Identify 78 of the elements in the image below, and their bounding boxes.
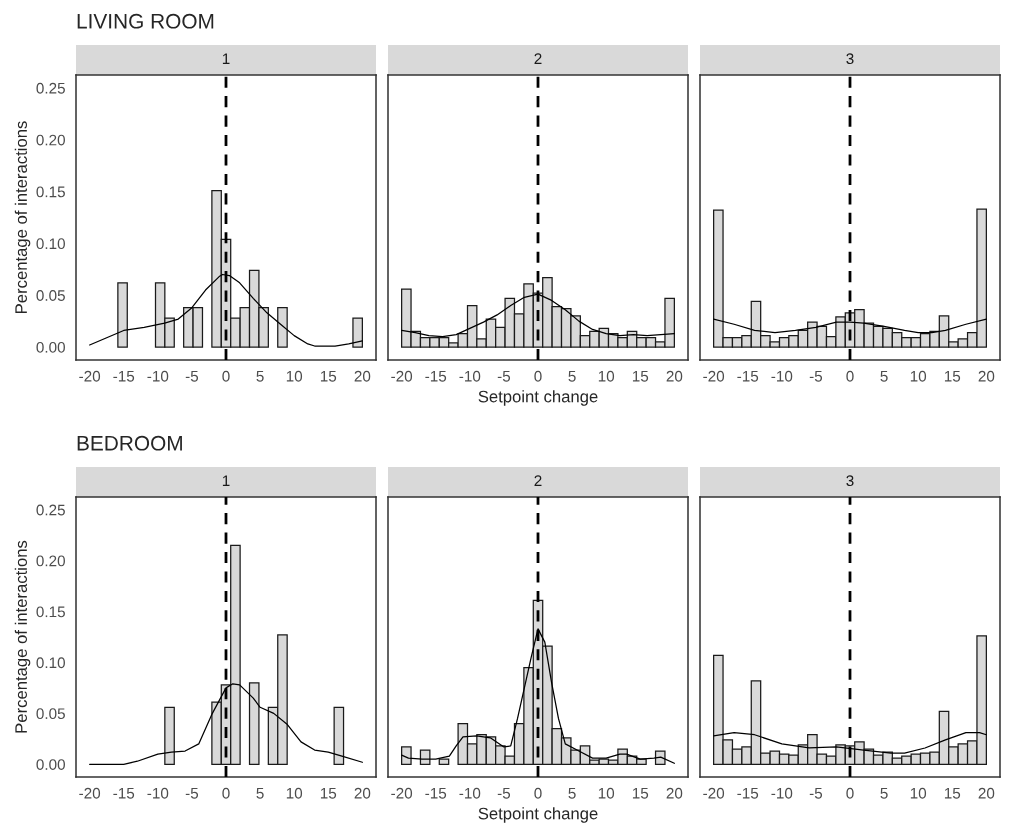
chart-subtitle: 1 [222, 53, 230, 64]
x-tick-label: -20 [79, 370, 101, 382]
x-tick-label: 15 [320, 370, 337, 382]
x-tick-label: 5 [256, 787, 264, 799]
x-tick-label: -10 [771, 370, 793, 382]
x-axis-title: Setpoint change [478, 807, 598, 823]
x-tick-label: -15 [425, 370, 447, 382]
y-tick-label: 0.15 [36, 186, 65, 198]
x-tick-label: -15 [113, 370, 135, 382]
y-tick-label: 0.05 [36, 708, 65, 720]
x-tick-label: -10 [771, 787, 793, 799]
y-tick-label: 0.05 [36, 290, 65, 301]
chart-subtitle: 1 [222, 475, 230, 486]
chart-subtitle: 2 [534, 475, 542, 486]
y-tick-label: 0.20 [36, 134, 65, 146]
x-tick-label: 10 [910, 370, 927, 382]
x-tick-label: 10 [598, 370, 615, 382]
x-tick-label: 0 [846, 787, 854, 799]
y-axis-title: Percentage of interactions [14, 121, 31, 313]
x-tick-label: 0 [846, 370, 854, 382]
x-tick-label: -20 [703, 370, 725, 382]
y-tick-label: 0.20 [36, 555, 65, 567]
x-tick-label: -10 [147, 370, 169, 382]
x-tick-label: 15 [320, 787, 337, 799]
x-tick-label: 0 [222, 370, 230, 382]
y-axis-title: Percentage of interactions [14, 540, 31, 733]
x-tick-label: -15 [737, 370, 759, 382]
x-tick-label: 5 [880, 370, 888, 382]
x-tick-label: 20 [978, 787, 995, 799]
x-tick-label: -5 [185, 787, 199, 799]
x-tick-label: -5 [497, 787, 511, 799]
x-tick-label: 0 [534, 787, 542, 799]
x-tick-label: -20 [391, 787, 413, 799]
x-tick-label: 5 [568, 370, 576, 382]
x-tick-label: 20 [354, 370, 371, 382]
x-tick-label: -10 [147, 787, 169, 799]
x-tick-label: -5 [809, 370, 823, 382]
y-tick-label: 0.10 [36, 657, 65, 669]
x-tick-label: 5 [568, 787, 576, 799]
y-tick-label: 0.15 [36, 606, 65, 618]
x-tick-label: 15 [944, 370, 961, 382]
x-tick-label: 0 [222, 787, 230, 799]
x-tick-label: 20 [666, 370, 683, 382]
x-axis-title: Setpoint change [478, 390, 598, 406]
x-tick-label: 0 [534, 370, 542, 382]
y-tick-label: 0.00 [36, 341, 65, 353]
y-tick-label: 0.00 [36, 759, 65, 770]
x-tick-label: 20 [978, 370, 995, 382]
x-tick-label: 15 [632, 787, 649, 799]
x-tick-label: 20 [666, 787, 683, 799]
x-tick-label: -20 [391, 370, 413, 382]
y-tick-label: 0.25 [36, 504, 65, 516]
x-tick-label: -10 [459, 787, 481, 799]
x-tick-label: -15 [737, 787, 759, 799]
x-tick-label: 10 [598, 787, 615, 799]
x-tick-label: 10 [910, 787, 927, 799]
chart-subtitle: 3 [846, 475, 854, 487]
x-tick-label: 15 [944, 787, 961, 799]
x-tick-label: -5 [809, 787, 823, 799]
x-tick-label: 5 [256, 370, 264, 382]
x-tick-label: -20 [703, 787, 725, 799]
chart-title: LIVING ROOM [77, 13, 214, 29]
x-tick-label: -15 [113, 787, 135, 799]
x-tick-label: 20 [354, 787, 371, 799]
x-tick-label: 10 [286, 787, 303, 799]
x-tick-label: -10 [459, 370, 481, 382]
y-tick-label: 0.25 [36, 82, 65, 94]
y-tick-label: 0.10 [36, 238, 65, 250]
x-tick-label: -5 [185, 370, 199, 382]
chart-subtitle: 2 [534, 53, 542, 64]
x-tick-label: 5 [880, 787, 888, 799]
x-tick-label: 15 [632, 370, 649, 382]
chart-title: BEDROOM [77, 435, 182, 451]
x-tick-label: -15 [425, 787, 447, 799]
x-tick-label: -5 [497, 370, 511, 382]
chart-subtitle: 3 [846, 53, 854, 65]
x-tick-label: 10 [286, 370, 303, 382]
x-tick-label: -20 [79, 787, 101, 799]
